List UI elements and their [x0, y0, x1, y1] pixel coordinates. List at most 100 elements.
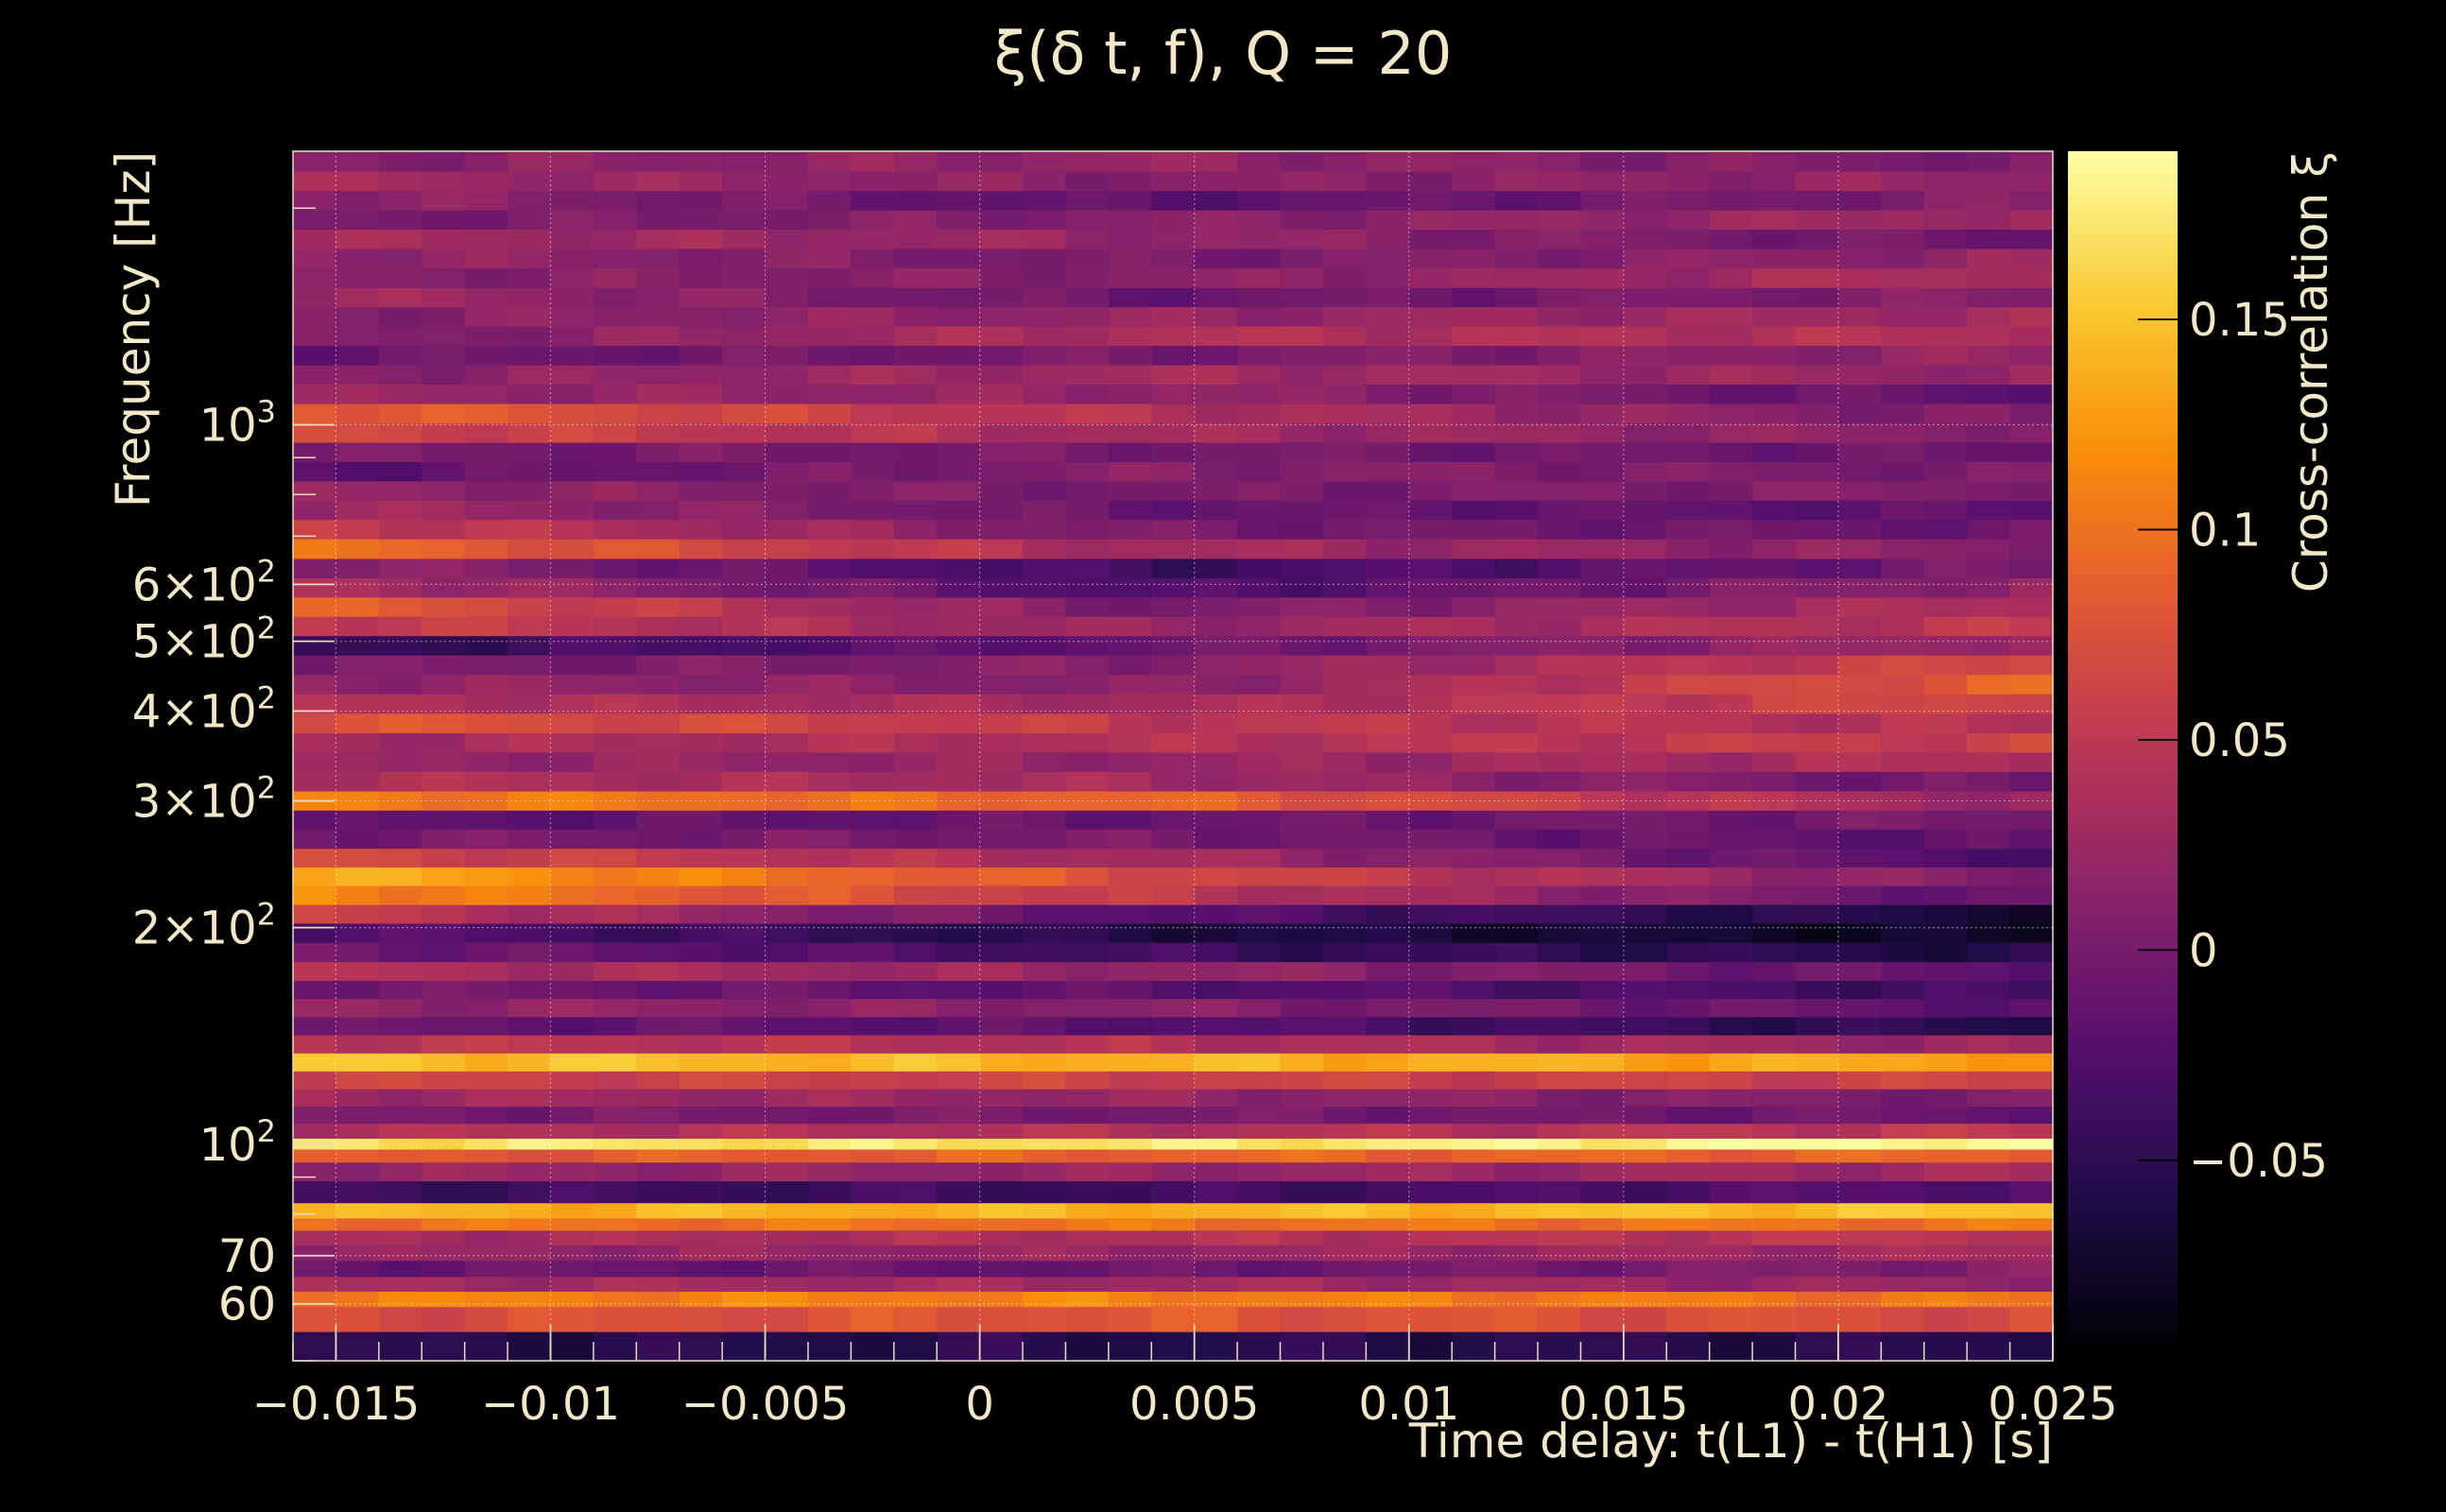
heatmap-cell	[422, 1202, 466, 1219]
heatmap-cell	[422, 751, 466, 772]
heatmap-cell	[1408, 1217, 1453, 1231]
heatmap-cell	[1194, 1260, 1238, 1278]
heatmap-cell	[1752, 1217, 1797, 1231]
heatmap-cell	[722, 1138, 767, 1150]
heatmap-cell	[722, 1229, 767, 1246]
heatmap-cell	[1237, 1053, 1282, 1072]
heatmap-cell	[979, 942, 1024, 963]
heatmap-cell	[1795, 190, 1839, 211]
heatmap-cell	[464, 655, 508, 676]
heatmap-cell	[508, 325, 552, 347]
heatmap-cell	[937, 980, 981, 1000]
heatmap-cell	[1580, 577, 1625, 598]
heatmap-cell	[593, 1106, 637, 1125]
heatmap-cell	[336, 500, 380, 521]
heatmap-cell	[722, 1089, 767, 1108]
heatmap-cell	[979, 422, 1024, 443]
heatmap-cell	[464, 422, 508, 443]
heatmap-cell	[464, 1138, 508, 1150]
heatmap-cell	[807, 229, 852, 249]
heatmap-cell	[893, 267, 938, 288]
heatmap-cell	[1408, 596, 1453, 617]
heatmap-cell	[1666, 441, 1711, 462]
heatmap-cell	[293, 480, 337, 501]
heatmap-cell	[1580, 635, 1625, 656]
heatmap-cell	[1494, 1306, 1539, 1332]
heatmap-cell	[1881, 810, 1925, 830]
heatmap-cell	[293, 287, 337, 308]
heatmap-cell	[1752, 1245, 1797, 1262]
heatmap-cell	[464, 345, 508, 366]
heatmap-cell	[851, 829, 895, 850]
heatmap-cell	[1967, 480, 2011, 501]
heatmap-cell	[422, 1306, 466, 1332]
heatmap-cell	[1408, 500, 1453, 521]
heatmap-cell	[807, 810, 852, 830]
heatmap-cell	[1151, 596, 1196, 617]
heatmap-cell	[1837, 1245, 1882, 1262]
heatmap-cell	[1923, 1260, 1968, 1278]
heatmap-cell	[893, 190, 938, 211]
heatmap-cell	[1280, 519, 1324, 540]
heatmap-cell	[1151, 403, 1196, 424]
heatmap-cell	[1322, 885, 1367, 905]
heatmap-cell	[893, 1245, 938, 1262]
heatmap-cell	[1065, 1089, 1110, 1108]
heatmap-cell	[1023, 229, 1067, 249]
heatmap-cell	[1967, 403, 2011, 424]
heatmap-cell	[293, 980, 337, 1000]
heatmap-cell	[1194, 171, 1238, 192]
heatmap-cell	[378, 1053, 422, 1072]
heatmap-cell	[1752, 1260, 1797, 1278]
heatmap-cell	[1666, 1035, 1711, 1054]
heatmap-cell	[464, 1016, 508, 1036]
heatmap-cell	[1795, 480, 1839, 501]
heatmap-cell	[1709, 596, 1753, 617]
heatmap-cell	[1023, 1138, 1067, 1150]
heatmap-cell	[1752, 1016, 1797, 1036]
heatmap-cell	[1322, 229, 1367, 249]
heatmap-cell	[2009, 904, 2054, 924]
heatmap-cell	[1538, 885, 1582, 905]
heatmap-cell	[1452, 461, 1496, 482]
heatmap-cell	[1194, 829, 1238, 850]
heatmap-cell	[550, 961, 594, 982]
heatmap-cell	[1108, 519, 1152, 540]
heatmap-cell	[378, 171, 422, 192]
heatmap-cell	[464, 151, 508, 172]
heatmap-cell	[765, 403, 809, 424]
heatmap-cell	[979, 577, 1024, 598]
heatmap-cell	[1194, 848, 1238, 868]
heatmap-cell	[1280, 596, 1324, 617]
heatmap-cell	[1280, 1016, 1324, 1036]
heatmap-cell	[593, 229, 637, 249]
heatmap-cell	[1709, 1123, 1753, 1139]
heatmap-cell	[1065, 1035, 1110, 1054]
heatmap-cell	[1623, 558, 1667, 579]
heatmap-cell	[1881, 480, 1925, 501]
heatmap-cell	[464, 998, 508, 1018]
heatmap-cell	[336, 1260, 380, 1278]
heatmap-cell	[1065, 461, 1110, 482]
heatmap-cell	[593, 287, 637, 308]
heatmap-cell	[1623, 151, 1667, 172]
heatmap-cell	[1408, 1306, 1453, 1332]
heatmap-cell	[1065, 885, 1110, 905]
heatmap-cell	[1795, 998, 1839, 1018]
heatmap-cell	[2009, 655, 2054, 676]
heatmap-cell	[1494, 904, 1539, 924]
heatmap-cell	[1494, 364, 1539, 386]
heatmap-cell	[508, 577, 552, 598]
heatmap-cell	[1408, 674, 1453, 695]
heatmap-cell	[893, 364, 938, 386]
heatmap-cell	[1881, 980, 1925, 1000]
heatmap-cell	[636, 1331, 680, 1362]
heatmap-cell	[679, 922, 723, 943]
heatmap-cell	[1795, 616, 1839, 637]
heatmap-cell	[1322, 1053, 1367, 1072]
heatmap-cell	[1494, 1053, 1539, 1072]
heatmap-cell	[937, 480, 981, 501]
heatmap-cell	[979, 1245, 1024, 1262]
heatmap-cell	[1709, 210, 1753, 231]
